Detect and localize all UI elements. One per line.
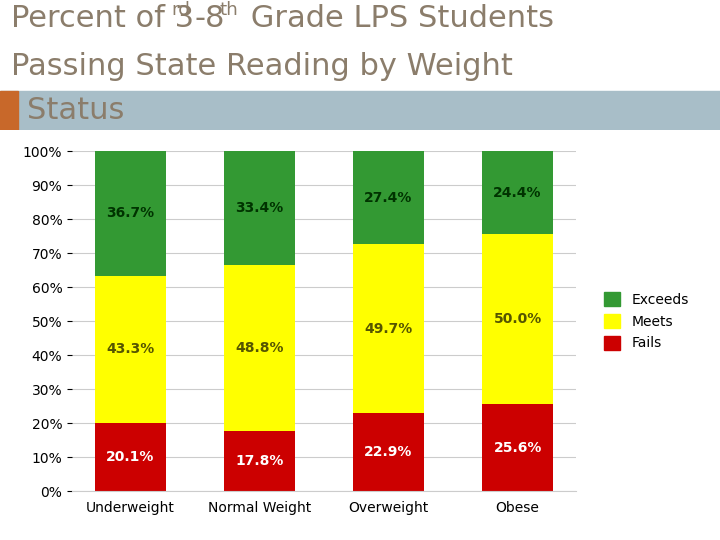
Legend: Exceeds, Meets, Fails: Exceeds, Meets, Fails	[598, 287, 694, 356]
Bar	[224, 265, 295, 431]
Text: Status: Status	[27, 96, 125, 125]
Bar	[95, 151, 166, 276]
Bar	[95, 423, 166, 491]
Text: Grade LPS Students: Grade LPS Students	[241, 4, 554, 33]
Text: 27.4%: 27.4%	[364, 191, 413, 205]
Bar	[482, 234, 553, 404]
Bar	[224, 431, 295, 491]
Text: 49.7%: 49.7%	[364, 322, 413, 336]
Bar	[224, 151, 295, 265]
Text: 24.4%: 24.4%	[493, 186, 542, 200]
Text: 22.9%: 22.9%	[364, 446, 413, 460]
Text: 36.7%: 36.7%	[107, 206, 155, 220]
Text: 50.0%: 50.0%	[493, 312, 541, 326]
Bar	[0, 91, 720, 130]
Bar	[482, 151, 553, 234]
Bar	[482, 404, 553, 491]
Text: 43.3%: 43.3%	[107, 342, 155, 356]
Text: 20.1%: 20.1%	[107, 450, 155, 464]
Text: 17.8%: 17.8%	[235, 454, 284, 468]
Bar	[353, 414, 424, 491]
Bar	[95, 276, 166, 423]
Text: 25.6%: 25.6%	[493, 441, 541, 455]
Text: Percent of 3: Percent of 3	[11, 4, 194, 33]
Text: -8: -8	[194, 4, 225, 33]
Bar	[353, 245, 424, 414]
Text: Passing State Reading by Weight: Passing State Reading by Weight	[11, 52, 513, 81]
Bar	[353, 151, 424, 245]
Bar	[0, 91, 18, 130]
Text: 33.4%: 33.4%	[235, 201, 284, 215]
Text: rd: rd	[171, 1, 190, 19]
Text: th: th	[220, 1, 238, 19]
Text: 48.8%: 48.8%	[235, 341, 284, 355]
